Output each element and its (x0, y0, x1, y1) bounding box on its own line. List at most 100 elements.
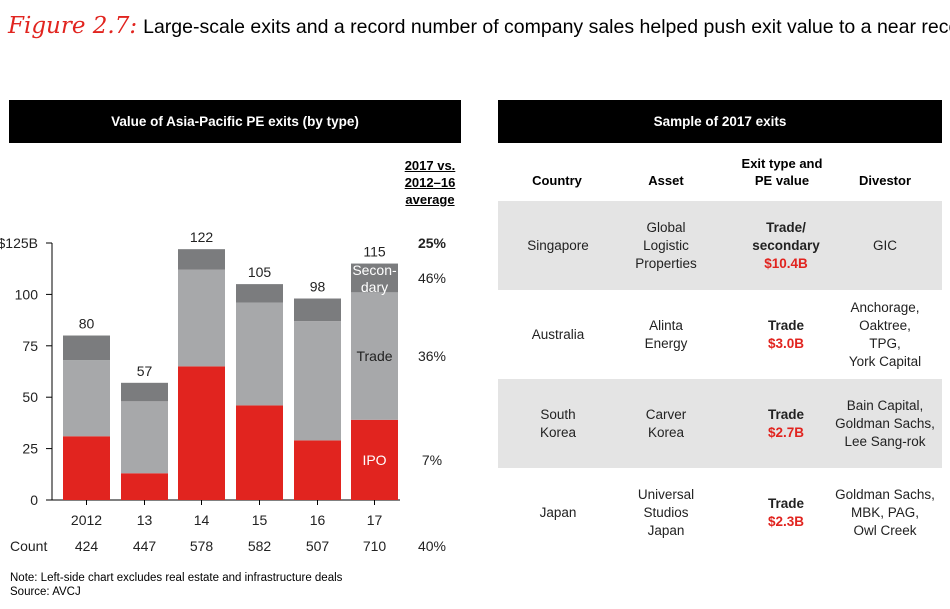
bar-segment-secondary (351, 263, 398, 293)
exit-value: $10.4B (764, 255, 808, 271)
comparison-count: 40% (418, 538, 446, 554)
exit-type-line: Trade (767, 317, 805, 333)
bar-total-label: 57 (137, 363, 153, 379)
country-line: Singapore (527, 237, 589, 253)
asset-line: Studios (643, 504, 689, 520)
bar-total-label: 98 (310, 279, 326, 295)
count-value: 447 (133, 538, 157, 554)
divestor-line: Bain Capital, (846, 397, 924, 413)
cell-exit-type: Trade $2.7B (726, 379, 846, 468)
bar-segment-secondary (236, 284, 283, 303)
exit-type-line: Trade (767, 406, 805, 422)
table-row: Japan Universal Studios Japan Trade $2.3B Gold… (498, 468, 942, 557)
comparison-secondary: 46% (418, 270, 446, 286)
asset-line: Korea (647, 424, 685, 440)
y-tick-label: 100 (15, 286, 39, 302)
table-column-header: Divestor (828, 172, 942, 189)
x-tick-label: 16 (310, 512, 326, 528)
table-row: South Korea Carver Korea Trade $2.7B Bain Capi… (498, 379, 942, 468)
bar-segment-ipo (63, 436, 110, 500)
left-panel-header: Value of Asia-Pacific PE exits (by type) (9, 100, 461, 143)
cell-divestor: Bain Capital, Goldman Sachs, Lee Sang-rok (828, 379, 942, 468)
cell-asset: Universal Studios Japan (606, 468, 726, 557)
x-tick-label: 13 (137, 512, 153, 528)
divestor-line: GIC (872, 237, 897, 253)
divestor-line: Goldman Sachs, (835, 486, 935, 502)
cell-country: Japan (498, 468, 618, 557)
bar-segment-ipo (236, 405, 283, 500)
comparison-ipo: 7% (422, 452, 442, 468)
cell-country: Australia (498, 290, 618, 379)
cell-exit-type: Trade $3.0B (726, 290, 846, 379)
bar-segment-secondary (63, 335, 110, 361)
country-line: Australia (531, 326, 585, 342)
column-header-line: Divestor (858, 173, 912, 188)
chart-footnote: Note: Left-side chart excludes real esta… (10, 571, 342, 599)
country-line: Japan (539, 504, 577, 520)
y-tick-label: 0 (30, 492, 38, 508)
cell-asset: Alinta Energy (606, 290, 726, 379)
exit-value-chart: $125B 100 75 50 25 0 80 2012 424 57 13 447 122 14 578 1… (0, 229, 447, 554)
exit-value: $2.7B (767, 424, 805, 440)
cell-country: Singapore (498, 201, 618, 290)
asset-line: Properties (635, 255, 697, 271)
asset-line: Alinta (649, 317, 683, 333)
y-tick-label: 50 (22, 389, 38, 405)
cell-asset: Carver Korea (606, 379, 726, 468)
asset-line: Japan (647, 522, 685, 538)
note-text: Note: Left-side chart excludes real esta… (10, 572, 343, 584)
asset-line: Universal (637, 486, 695, 502)
divestor-line: TPG, (869, 335, 901, 351)
bar-segment-ipo (121, 473, 168, 500)
x-tick-label: 2012 (71, 512, 102, 528)
bar-segment-secondary (294, 298, 341, 322)
divestor-line: MBK, PAG, (850, 504, 919, 520)
comparison-header-line: average (405, 192, 455, 207)
divestor-line: Anchorage, (850, 299, 920, 315)
figure-title: Figure 2.7: Large-scale exits and a recor… (8, 8, 950, 44)
asset-line: Logistic (643, 237, 689, 253)
bar-segment-trade (178, 269, 225, 367)
comparison-header-line: 2012–16 (404, 175, 456, 190)
table-column-header: Asset (606, 172, 726, 189)
comparison-header: 2017 vs. 2012–16 average (395, 157, 465, 208)
column-header-line: Country (532, 173, 582, 188)
country-line: South (540, 406, 576, 422)
column-header-line: PE value (754, 173, 810, 188)
bar-segment-secondary (178, 249, 225, 270)
divestor-line: Owl Creek (853, 522, 917, 538)
bar-segment-trade (294, 321, 341, 441)
cell-divestor: Goldman Sachs, MBK, PAG, Owl Creek (828, 468, 942, 557)
right-panel-header: Sample of 2017 exits (498, 100, 942, 143)
cell-country: South Korea (498, 379, 618, 468)
count-value: 582 (248, 538, 272, 554)
y-tick-label: 75 (22, 338, 38, 354)
exit-type-line: secondary (752, 237, 820, 253)
secondary-series-label: Secon- (352, 262, 397, 278)
asset-line: Carver (645, 406, 687, 422)
bar-segment-ipo (294, 440, 341, 500)
divestor-line: Oaktree, (859, 317, 911, 333)
exit-type-line: Trade (767, 495, 805, 511)
divestor-line: Lee Sang-rok (844, 433, 926, 449)
divestor-line: Goldman Sachs, (835, 415, 935, 431)
exit-type-line: Trade/ (766, 219, 806, 235)
bar-total-label: 80 (79, 316, 95, 332)
country-line: Korea (539, 424, 577, 440)
ipo-series-label: IPO (362, 452, 386, 468)
y-tick-label: $125B (0, 235, 38, 251)
exit-value: $2.3B (767, 513, 805, 529)
x-tick-label: 14 (194, 512, 210, 528)
table-row: Singapore Global Logistic Properties Trade/s… (498, 201, 942, 290)
table-column-header: Country (498, 172, 616, 189)
y-tick-label: 25 (22, 441, 38, 457)
exit-value: $3.0B (767, 335, 805, 351)
bar-total-label: 122 (190, 229, 214, 245)
bar-segment-trade (351, 292, 398, 420)
source-text: Source: AVCJ (10, 586, 81, 598)
divestor-line: York Capital (848, 353, 922, 369)
cell-divestor: Anchorage, Oaktree, TPG, York Capital (828, 290, 942, 379)
bar-segment-trade (121, 401, 168, 474)
column-header-line: Exit type and (741, 156, 823, 171)
comparison-header-line: 2017 vs. (404, 158, 456, 173)
